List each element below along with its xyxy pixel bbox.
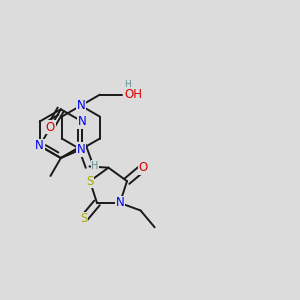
Text: S: S — [86, 175, 94, 188]
Text: N: N — [76, 99, 85, 112]
Text: S: S — [80, 212, 87, 225]
Text: N: N — [116, 196, 124, 209]
Text: H: H — [124, 80, 131, 88]
Text: N: N — [35, 139, 44, 152]
Text: OH: OH — [125, 88, 143, 101]
Text: O: O — [46, 121, 55, 134]
Text: N: N — [78, 115, 86, 128]
Text: N: N — [76, 143, 85, 156]
Text: H: H — [91, 160, 98, 171]
Text: O: O — [138, 161, 148, 174]
